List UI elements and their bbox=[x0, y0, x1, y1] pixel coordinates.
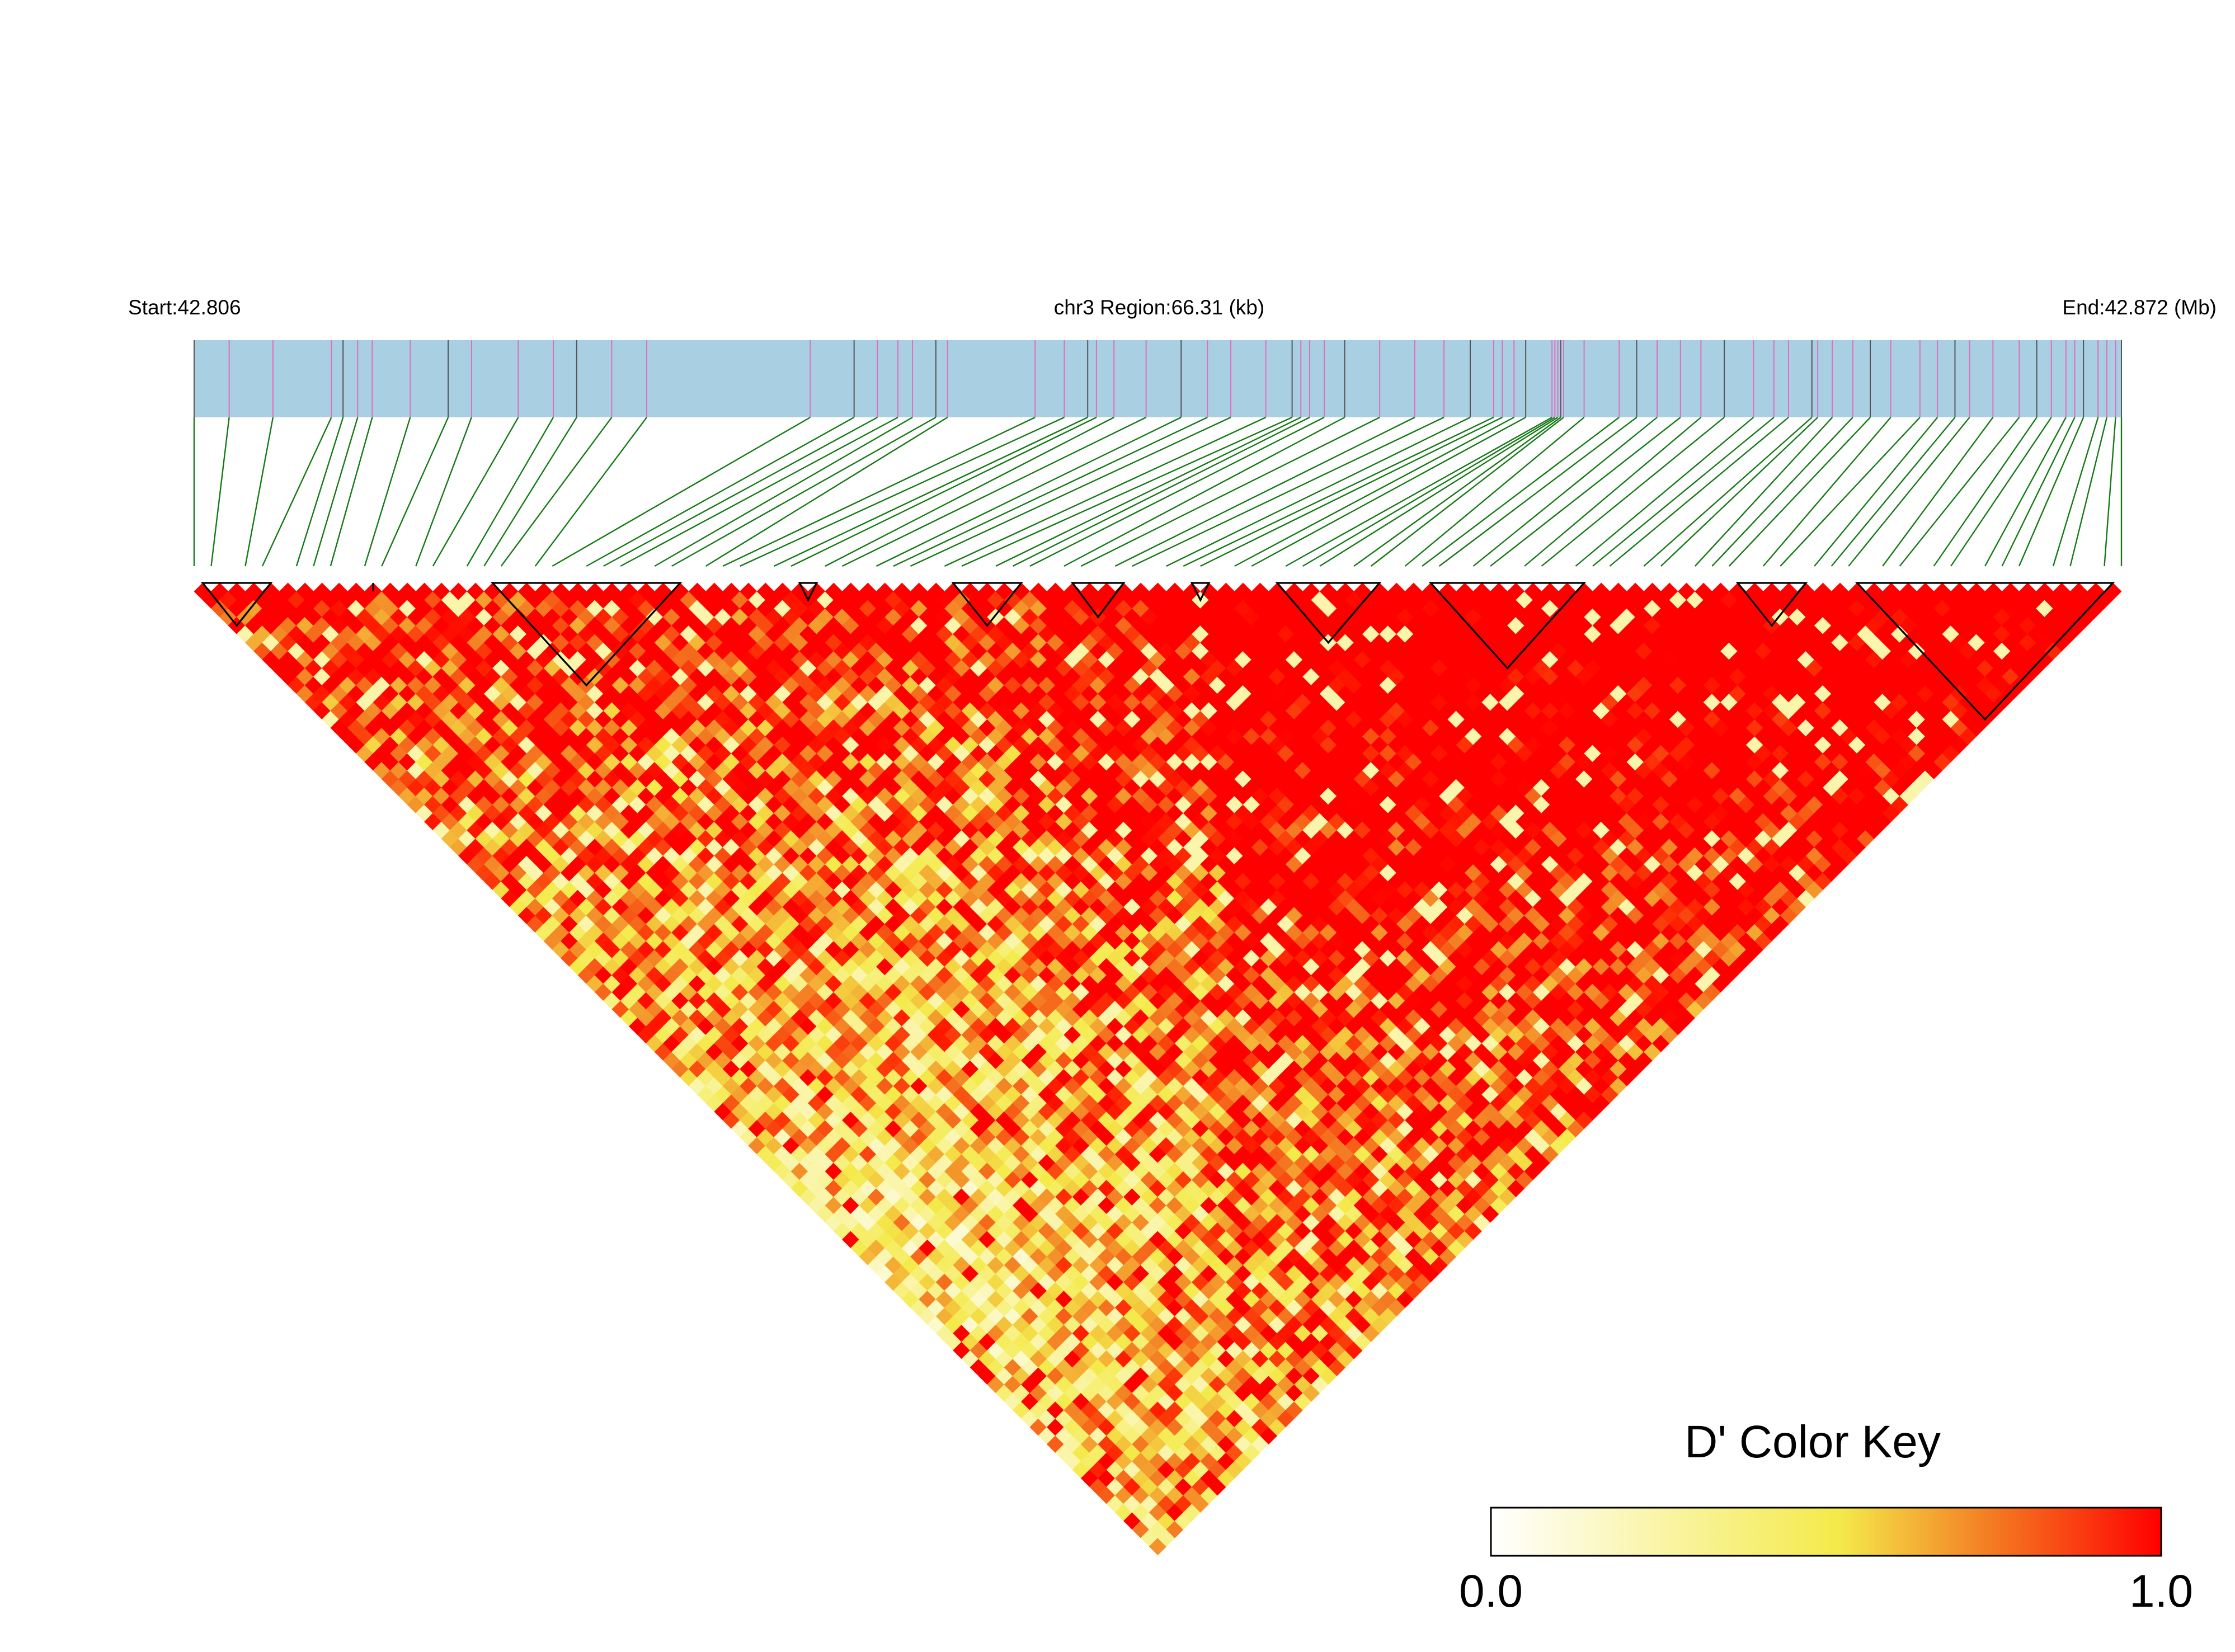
snp-connector-line bbox=[1831, 417, 1956, 567]
snp-connector-line bbox=[1933, 417, 2038, 567]
snp-connector-line bbox=[1984, 417, 2067, 567]
snp-connector-line bbox=[961, 416, 1293, 567]
end-label: End:42.872 (Mb) bbox=[2062, 296, 2217, 319]
snp-connector-line bbox=[261, 417, 332, 567]
snp-connector-line bbox=[995, 416, 1301, 567]
snp-connector-line bbox=[552, 416, 811, 567]
snp-connector-line bbox=[841, 416, 1147, 567]
snp-connector-line bbox=[1950, 417, 2052, 567]
snp-connector-line bbox=[1353, 417, 1561, 567]
snp-connector-line bbox=[1541, 417, 1725, 567]
snp-connector-line bbox=[1575, 417, 1754, 567]
snp-connector-line bbox=[1114, 416, 1415, 567]
snp-connector-line bbox=[210, 417, 230, 567]
snp-connector-line bbox=[1370, 417, 1564, 567]
snp-connectors bbox=[193, 416, 2123, 567]
snp-connector-line bbox=[1694, 417, 1833, 567]
snp-connector-line bbox=[876, 416, 1182, 567]
snp-connector-line bbox=[1848, 417, 1970, 567]
snp-connector-line bbox=[2001, 417, 2076, 567]
snp-connector-line bbox=[774, 416, 1088, 567]
snp-connector-line bbox=[586, 416, 855, 567]
snp-connector-line bbox=[1251, 416, 1526, 567]
snp-connector-line bbox=[1132, 416, 1444, 567]
snp-connector-line bbox=[1012, 416, 1310, 567]
snp-connector-line bbox=[1422, 417, 1620, 567]
snp-connector-line bbox=[2052, 417, 2099, 567]
snp-connector-line bbox=[1882, 417, 1994, 567]
snp-marks bbox=[194, 340, 2122, 417]
snp-connector-line bbox=[722, 416, 1036, 567]
snp-connector-line bbox=[620, 416, 898, 567]
snp-connector-line bbox=[944, 416, 1267, 567]
snp-connector-line bbox=[244, 417, 274, 567]
snp-connector-line bbox=[1660, 417, 1818, 567]
snp-connector-line bbox=[1711, 417, 1853, 567]
snp-connector-line bbox=[1643, 417, 1813, 567]
snp-connector-line bbox=[1285, 416, 1552, 567]
snp-connector-line bbox=[295, 417, 344, 567]
snp-connector-line bbox=[1234, 416, 1514, 567]
region-label: chr3 Region:66.31 (kb) bbox=[1054, 296, 1264, 319]
snp-connector-line bbox=[1302, 416, 1555, 567]
snp-connector-line bbox=[2104, 417, 2116, 567]
snp-connector-line bbox=[740, 416, 1065, 567]
snp-connector-line bbox=[1183, 416, 1494, 567]
snp-connector-line bbox=[671, 416, 937, 567]
snp-connector-line bbox=[705, 416, 948, 567]
snp-connector-line bbox=[330, 417, 373, 567]
snp-connector-line bbox=[483, 417, 577, 567]
snp-connector-line bbox=[910, 416, 1231, 567]
snp-connector-line bbox=[364, 417, 411, 567]
snp-connector-line bbox=[432, 417, 519, 567]
snp-connector-line bbox=[534, 417, 648, 567]
snp-connector-line bbox=[1166, 416, 1471, 567]
snp-connector-line bbox=[1490, 417, 1681, 567]
snp-connector-line bbox=[825, 416, 1114, 567]
snp-connector-line bbox=[1404, 417, 1585, 567]
snp-connector-line bbox=[893, 416, 1208, 567]
snp-connector-line bbox=[1080, 416, 1380, 567]
snp-connector-line bbox=[2018, 417, 2085, 567]
snp-connector-line bbox=[1780, 417, 1921, 567]
snp-connector-line bbox=[654, 416, 913, 567]
snp-connector-line bbox=[1592, 417, 1775, 567]
snp-connector-line bbox=[1438, 417, 1638, 567]
snp-connector-line bbox=[381, 417, 449, 567]
snp-connector-line bbox=[2069, 417, 2108, 567]
snp-connector-line bbox=[1814, 417, 1938, 567]
snp-connector-line bbox=[1728, 417, 1871, 567]
snp-connector-line bbox=[1319, 416, 1559, 567]
snp-connector-line bbox=[1472, 417, 1658, 567]
start-label: Start:42.806 bbox=[128, 296, 241, 319]
snp-connector-line bbox=[1029, 416, 1325, 567]
snp-connector-line bbox=[500, 417, 613, 567]
snp-connector-line bbox=[1762, 417, 1891, 567]
snp-connector-line bbox=[1064, 416, 1345, 567]
chromosome-track bbox=[194, 340, 2121, 417]
snp-connector-line bbox=[466, 417, 554, 567]
snp-connector-line bbox=[791, 416, 1097, 567]
snp-connector-line bbox=[1524, 417, 1702, 567]
snp-connector-line bbox=[603, 416, 878, 567]
ld-heatmap bbox=[194, 582, 2122, 1556]
snp-connector-line bbox=[313, 417, 359, 567]
snp-connector-line bbox=[415, 417, 472, 567]
snp-connector-line bbox=[1899, 417, 2020, 567]
snp-connector-line bbox=[1609, 417, 1789, 567]
snp-connector-line bbox=[1200, 416, 1503, 567]
